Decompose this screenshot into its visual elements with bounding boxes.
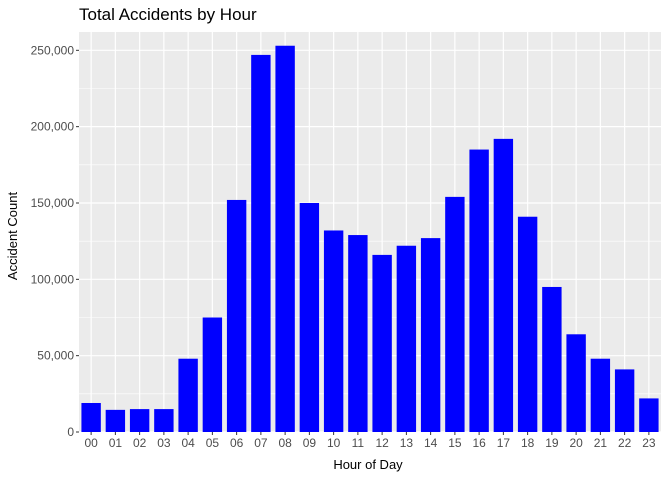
bar-00 xyxy=(81,402,101,432)
y-tick-label: 250,000 xyxy=(31,43,75,57)
y-tick-label: 50,000 xyxy=(37,349,74,363)
x-tick-label: 21 xyxy=(594,436,608,450)
bar-22 xyxy=(614,369,635,432)
x-tick-label: 14 xyxy=(424,436,438,450)
x-tick-label: 18 xyxy=(521,436,535,450)
x-tick-label: 13 xyxy=(400,436,414,450)
x-tick-label: 19 xyxy=(545,436,559,450)
bar-09 xyxy=(299,202,320,432)
x-tick-label: 01 xyxy=(109,436,123,450)
bar-15 xyxy=(445,196,465,432)
x-tick-label: 10 xyxy=(327,436,341,450)
bar-14 xyxy=(420,238,441,432)
bar-06 xyxy=(226,199,247,432)
bar-16 xyxy=(469,149,489,432)
bar-11 xyxy=(348,235,368,432)
x-tick-label: 09 xyxy=(303,436,317,450)
bar-02 xyxy=(129,409,150,432)
x-tick-label: 06 xyxy=(230,436,244,450)
x-tick-label: 11 xyxy=(352,436,365,450)
bar-13 xyxy=(396,245,417,432)
x-tick-label: 08 xyxy=(278,436,292,450)
y-axis: 0 50,000 100,000 150,000 200,000 250,000 xyxy=(31,43,79,439)
y-tick-label: 0 xyxy=(67,425,74,439)
bar-20 xyxy=(566,334,586,432)
bar-01 xyxy=(105,409,126,432)
y-tick-label: 100,000 xyxy=(31,272,75,286)
y-tick-label: 200,000 xyxy=(31,120,75,134)
chart-title: Total Accidents by Hour xyxy=(79,5,257,24)
bar-21 xyxy=(590,358,611,432)
x-tick-label: 22 xyxy=(618,436,632,450)
y-axis-title: Accident Count xyxy=(5,192,20,281)
x-tick-label: 07 xyxy=(254,436,268,450)
x-tick-label: 00 xyxy=(84,436,98,450)
bar-10 xyxy=(323,230,344,432)
x-tick-label: 05 xyxy=(206,436,220,450)
bar-08 xyxy=(275,45,295,433)
bar-19 xyxy=(542,286,562,432)
plot-panel xyxy=(79,32,661,432)
x-tick-label: 02 xyxy=(133,436,147,450)
bar-03 xyxy=(154,409,174,432)
x-tick-label: 03 xyxy=(157,436,171,450)
bar-07 xyxy=(251,54,271,433)
x-axis: 00 01 02 03 04 05 06 07 08 09 10 11 12 13 14 15 16 17 18 19… xyxy=(84,432,656,450)
x-tick-label: 20 xyxy=(569,436,583,450)
bar-17 xyxy=(493,138,514,432)
x-tick-label: 17 xyxy=(497,436,511,450)
x-tick-label: 04 xyxy=(181,436,195,450)
x-tick-label: 15 xyxy=(448,436,462,450)
bar-18 xyxy=(517,216,538,432)
bar-05 xyxy=(202,317,223,432)
bar-12 xyxy=(372,254,392,432)
bar-23 xyxy=(639,398,659,432)
bar-04 xyxy=(178,358,198,432)
x-tick-label: 23 xyxy=(642,436,656,450)
x-axis-title: Hour of Day xyxy=(333,457,403,472)
x-tick-label: 16 xyxy=(472,436,486,450)
grid-minor-lines xyxy=(79,88,661,395)
y-tick-label: 150,000 xyxy=(31,196,75,210)
bars xyxy=(81,45,659,433)
x-tick-label: 12 xyxy=(375,436,389,450)
